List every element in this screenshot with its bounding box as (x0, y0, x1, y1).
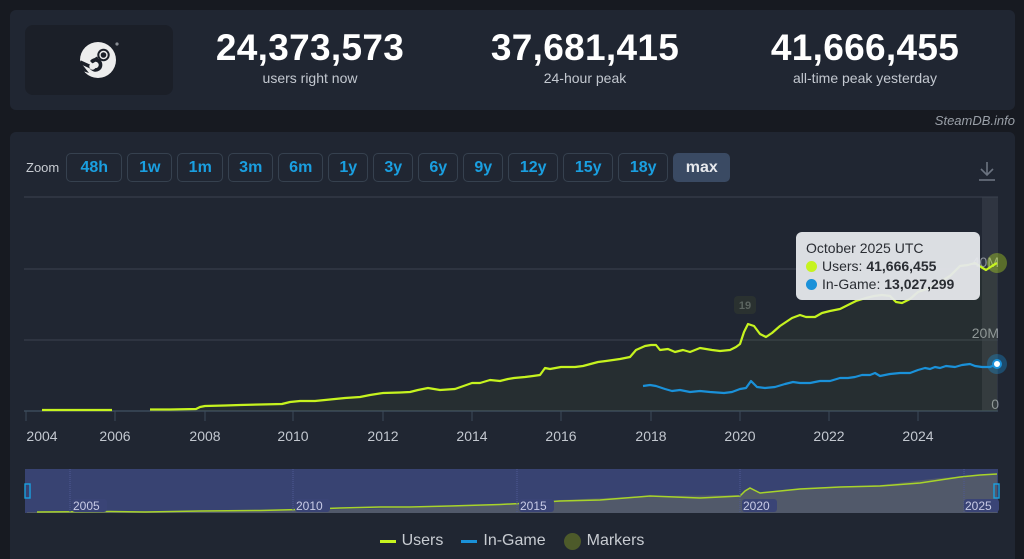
zoom-1y-button[interactable]: 1y (328, 153, 369, 182)
ingame-line-icon (461, 539, 478, 543)
tooltip-users-value: 41,666,455 (866, 258, 937, 274)
current-period-shade (982, 197, 998, 411)
logo-box (25, 25, 173, 95)
steam-logo-icon (79, 42, 119, 78)
zoom-toolbar: Zoom 48h 1w 1m 3m 6m 1y 3y 6y 9y 12y 15y… (26, 153, 735, 182)
chart-legend: Users In-Game Markers (0, 532, 1024, 550)
svg-text:2005: 2005 (73, 499, 100, 513)
credit-link[interactable]: SteamDB.info (934, 113, 1015, 128)
navigator-users-line (36, 473, 998, 513)
legend-label: Markers (586, 532, 645, 549)
tooltip-title: October 2025 UTC (806, 240, 924, 256)
x-label: 2020 (724, 428, 755, 444)
y-label: 0 (991, 396, 999, 412)
legend-item-users[interactable]: Users (379, 532, 444, 550)
navigator-left-handle[interactable] (24, 483, 31, 499)
stat-users-now: 24,373,573 users right now (200, 28, 420, 87)
tooltip-users-label: Users: (822, 258, 863, 274)
stat-label: all-time peak yesterday (793, 70, 937, 86)
ingame-line (642, 362, 998, 395)
x-label: 2010 (277, 428, 308, 444)
users-line-icon (379, 539, 396, 543)
ingame-dot-icon (806, 278, 817, 290)
tooltip-ingame-row: In-Game: 13,027,299 (806, 275, 970, 293)
zoom-12y-button[interactable]: 12y (508, 153, 559, 182)
svg-text:2015: 2015 (520, 499, 547, 513)
x-label: 2014 (456, 428, 487, 444)
x-label: 2022 (813, 428, 844, 444)
x-label: 2016 (545, 428, 576, 444)
ingame-hover-point (992, 359, 1002, 369)
zoom-3y-button[interactable]: 3y (373, 153, 414, 182)
stat-value: 24,373,573 (215, 27, 405, 68)
x-label: 2018 (635, 428, 666, 444)
x-ticks (25, 411, 919, 421)
zoom-3m-button[interactable]: 3m (228, 153, 274, 182)
zoom-6y-button[interactable]: 6y (418, 153, 459, 182)
stat-label: 24-hour peak (543, 70, 627, 86)
zoom-max-button[interactable]: max (673, 153, 731, 182)
x-label: 2004 (26, 428, 57, 444)
legend-label: In-Game (483, 532, 546, 549)
legend-item-markers[interactable]: Markers (563, 532, 645, 550)
users-area (150, 262, 997, 411)
legend-label: Users (401, 532, 444, 549)
tooltip-ingame-label: In-Game: (822, 276, 881, 292)
legend-item-ingame[interactable]: In-Game (461, 532, 546, 550)
stat-label: users right now (262, 70, 358, 86)
event-marker[interactable] (734, 296, 756, 314)
event-marker-label: 19 (739, 300, 751, 312)
zoom-9y-button[interactable]: 9y (463, 153, 504, 182)
zoom-6m-button[interactable]: 6m (278, 153, 324, 182)
navigator-right-handle[interactable] (993, 483, 1000, 499)
users-hover-halo (987, 253, 1007, 273)
svg-text:2010: 2010 (296, 499, 323, 513)
navigator-labels: 2005 2010 2015 2020 2025 (72, 499, 999, 513)
x-label: 2012 (367, 428, 398, 444)
users-dot-icon (806, 260, 817, 272)
zoom-1m-button[interactable]: 1m (177, 153, 224, 182)
zoom-18y-button[interactable]: 18y (618, 153, 669, 182)
markers-dot-icon (563, 532, 581, 550)
x-axis-labels: 2004 2006 2008 2010 2012 2014 2016 2018 … (26, 428, 933, 444)
svg-text:2025: 2025 (965, 499, 992, 513)
zoom-label: Zoom (26, 160, 60, 175)
zoom-1w-button[interactable]: 1w (127, 153, 173, 182)
y-label: 20M (972, 325, 999, 341)
stat-24h-peak: 37,681,415 24-hour peak (475, 28, 695, 87)
download-icon[interactable] (977, 160, 997, 182)
stat-value: 37,681,415 (490, 27, 680, 68)
tooltip-ingame-value: 13,027,299 (884, 276, 955, 292)
tooltip-users-row: Users: 41,666,455 (806, 257, 970, 275)
stats-bar: 24,373,573 users right now 37,681,415 24… (10, 10, 1015, 110)
zoom-15y-button[interactable]: 15y (563, 153, 614, 182)
x-label: 2006 (99, 428, 130, 444)
x-label: 2008 (189, 428, 220, 444)
stat-all-time-peak: 41,666,455 all-time peak yesterday (745, 28, 985, 87)
svg-text:2020: 2020 (743, 499, 770, 513)
stat-value: 41,666,455 (770, 27, 960, 68)
x-label: 2024 (902, 428, 933, 444)
chart-tooltip: October 2025 UTC Users: 41,666,455 In-Ga… (796, 232, 980, 300)
zoom-48h-button[interactable]: 48h (66, 153, 123, 182)
